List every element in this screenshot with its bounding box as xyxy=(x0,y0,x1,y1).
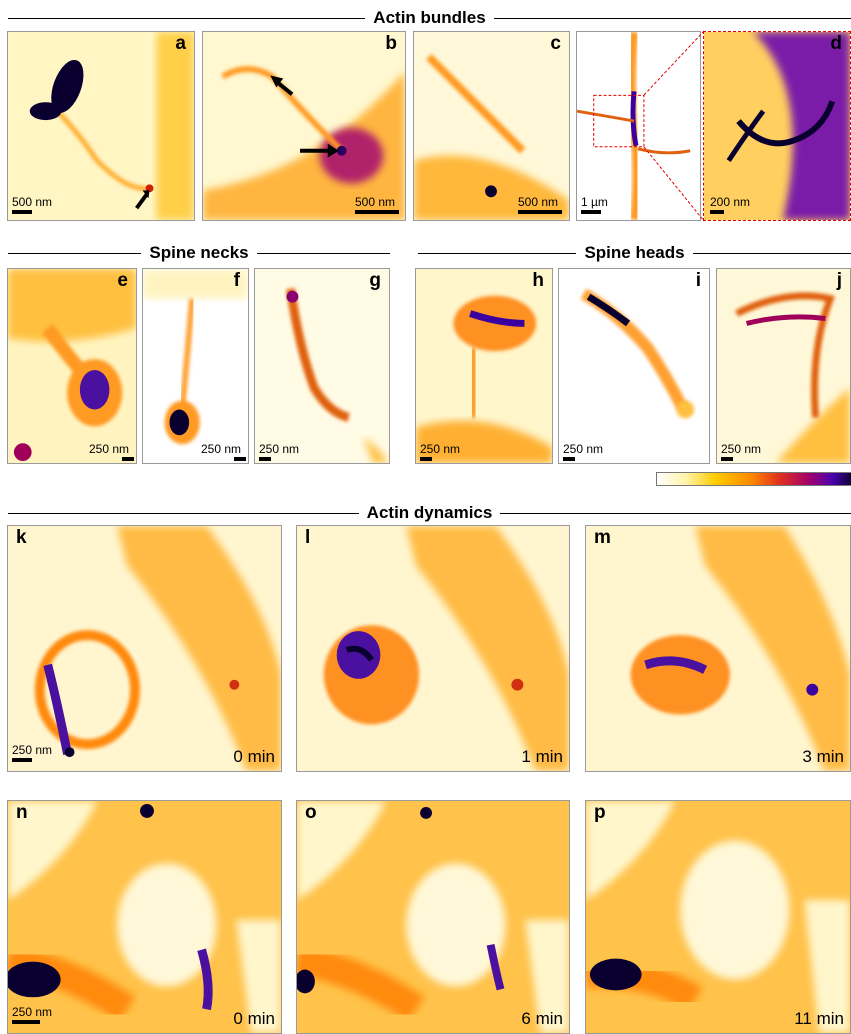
scale-bar-overview: 1 µm xyxy=(581,196,608,214)
scale-bar-i: 250 nm xyxy=(563,443,603,461)
micrograph-m xyxy=(586,526,850,771)
micrograph-d xyxy=(704,32,850,220)
panel-i: i 250 nm xyxy=(558,268,710,464)
panel-g: g 250 nm xyxy=(254,268,390,464)
micrograph-l xyxy=(297,526,569,771)
micrograph-h xyxy=(416,269,552,463)
panel-n: n 250 nm 0 min xyxy=(7,800,282,1034)
timestamp-n: 0 min xyxy=(233,1009,275,1028)
micrograph-j xyxy=(717,269,850,463)
section-title: Spine heads xyxy=(584,243,685,262)
micrograph-k xyxy=(8,526,281,771)
scale-bar-j: 250 nm xyxy=(721,443,761,461)
micrograph-b xyxy=(203,32,405,220)
section-header-spine-heads: Spine heads xyxy=(418,243,851,263)
panel-letter-g: g xyxy=(369,270,381,291)
scale-label: 500 nm xyxy=(12,195,53,209)
panel-letter-p: p xyxy=(594,802,606,823)
section-title: Actin dynamics xyxy=(366,503,493,522)
panel-letter-n: n xyxy=(16,802,28,823)
scale-label: 250 nm xyxy=(563,442,604,456)
scale-bar-b: 500 nm xyxy=(355,196,399,214)
micrograph-g xyxy=(255,269,389,463)
scale-bar-g: 250 nm xyxy=(259,443,299,461)
section-header-actin-bundles: Actin bundles xyxy=(8,8,851,28)
section-header-actin-dynamics: Actin dynamics xyxy=(8,503,851,523)
scale-bar-f: 250 nm xyxy=(201,443,246,461)
colorbar xyxy=(656,472,851,486)
panel-letter-f: f xyxy=(233,270,240,291)
scale-bar-d: 200 nm xyxy=(710,196,750,214)
panel-letter-b: b xyxy=(385,33,397,54)
panel-letter-c: c xyxy=(550,33,561,54)
panel-o: o 6 min xyxy=(296,800,570,1034)
scale-label: 250 nm xyxy=(89,442,130,456)
micrograph-e xyxy=(8,269,136,463)
panel-f: f 250 nm xyxy=(142,268,249,464)
micrograph-n xyxy=(8,801,281,1033)
scale-label: 250 nm xyxy=(721,442,762,456)
scale-label: 250 nm xyxy=(201,442,242,456)
panel-a: a 500 nm xyxy=(7,31,195,221)
panel-h: h 250 nm xyxy=(415,268,553,464)
timestamp-k: 0 min xyxy=(233,747,275,766)
panel-letter-e: e xyxy=(117,270,128,291)
section-header-spine-necks: Spine necks xyxy=(8,243,390,263)
micrograph-i xyxy=(559,269,709,463)
panel-letter-a: a xyxy=(175,33,186,54)
scale-bar-n: 250 nm xyxy=(12,1006,52,1024)
panel-letter-i: i xyxy=(695,270,701,291)
scale-bar-k: 250 nm xyxy=(12,744,52,762)
panel-letter-d: d xyxy=(830,33,842,54)
scale-bar-e: 250 nm xyxy=(89,443,134,461)
panel-l: l 1 min xyxy=(296,525,570,772)
panel-b: b 500 nm xyxy=(202,31,406,221)
micrograph-f xyxy=(143,269,248,463)
panel-c-overview: 1 µm xyxy=(576,31,701,221)
scale-bar-a: 500 nm xyxy=(12,196,52,214)
panel-letter-o: o xyxy=(305,802,317,823)
micrograph-a xyxy=(8,32,194,220)
zoom-connector xyxy=(643,30,705,222)
timestamp-l: 1 min xyxy=(521,747,563,766)
section-title: Actin bundles xyxy=(373,8,486,27)
panel-letter-m: m xyxy=(594,527,611,548)
timestamp-o: 6 min xyxy=(521,1009,563,1028)
panel-letter-h: h xyxy=(532,270,544,291)
panel-letter-j: j xyxy=(836,270,842,291)
scale-label: 500 nm xyxy=(355,195,396,209)
micrograph-c xyxy=(414,32,569,220)
panel-c: c 500 nm xyxy=(413,31,570,221)
timestamp-m: 3 min xyxy=(802,747,844,766)
panel-d: d 200 nm xyxy=(703,31,851,221)
panel-letter-k: k xyxy=(16,527,27,548)
panel-k: k 250 nm 0 min xyxy=(7,525,282,772)
scale-label: 1 µm xyxy=(581,195,608,209)
scale-label: 200 nm xyxy=(710,195,751,209)
timestamp-p: 11 min xyxy=(794,1009,844,1028)
scale-label: 250 nm xyxy=(12,1005,53,1019)
panel-j: j 250 nm xyxy=(716,268,851,464)
panel-e: e 250 nm xyxy=(7,268,137,464)
panel-m: m 3 min xyxy=(585,525,851,772)
section-title: Spine necks xyxy=(149,243,249,262)
scale-bar-h: 250 nm xyxy=(420,443,460,461)
scale-label: 500 nm xyxy=(518,195,559,209)
scale-bar-c: 500 nm xyxy=(518,196,562,214)
scale-label: 250 nm xyxy=(259,442,300,456)
micrograph-o xyxy=(297,801,569,1033)
panel-p: p 11 min xyxy=(585,800,851,1034)
panel-letter-l: l xyxy=(305,527,311,548)
scale-label: 250 nm xyxy=(12,743,53,757)
micrograph-p xyxy=(586,801,850,1033)
micrograph-overview xyxy=(577,32,700,220)
scale-label: 250 nm xyxy=(420,442,461,456)
